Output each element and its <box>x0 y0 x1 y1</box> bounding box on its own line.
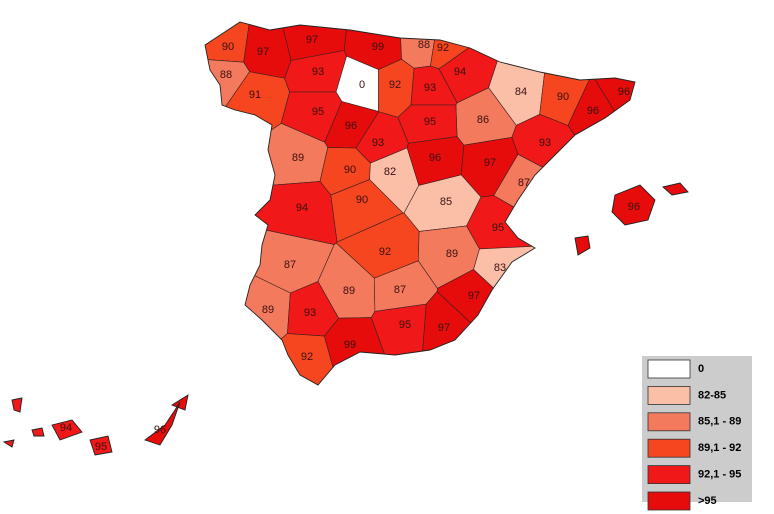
province-label: 93 <box>372 137 384 149</box>
province <box>473 244 661 444</box>
province-label: 85 <box>440 196 452 208</box>
province-label: 83 <box>494 262 506 274</box>
coastline <box>31 427 45 437</box>
province-label: 89 <box>292 152 304 164</box>
legend-label: 89,1 - 92 <box>698 442 741 454</box>
province <box>4 22 253 63</box>
province-label: 96 <box>154 424 166 436</box>
province <box>150 181 338 245</box>
province-label: 88 <box>418 39 430 51</box>
coastline <box>51 419 83 441</box>
province-label: 93 <box>312 66 324 78</box>
province-label: 94 <box>454 66 466 78</box>
province-label: 89 <box>446 248 458 260</box>
legend-swatch <box>647 438 691 458</box>
province-label: 87 <box>284 259 296 271</box>
province-label: 96 <box>628 201 640 213</box>
province-label: 95 <box>399 319 411 331</box>
province-label: 89 <box>262 304 274 316</box>
province <box>80 213 291 384</box>
province-label: 93 <box>304 307 316 319</box>
legend: 0 82-85 85,1 - 89 89,1 - 92 92,1 - 95 >95 <box>647 359 741 511</box>
province-label: 86 <box>477 114 489 126</box>
province <box>466 195 571 250</box>
province-label: 92 <box>379 246 391 258</box>
province-label: 97 <box>468 290 480 302</box>
province-label: 95 <box>95 441 107 453</box>
legend-swatch <box>647 465 691 485</box>
province-label: 89 <box>343 285 355 297</box>
province-label: 94 <box>296 202 308 214</box>
province-label: 97 <box>306 34 318 46</box>
province-label: 96 <box>429 152 441 164</box>
province <box>243 22 292 79</box>
province-label: 92 <box>389 79 401 91</box>
province <box>585 22 688 150</box>
province-label: 0 <box>359 79 365 91</box>
province-label: 97 <box>257 46 269 58</box>
province-label: 95 <box>492 222 504 234</box>
province <box>178 122 329 194</box>
province-label: 97 <box>484 157 496 169</box>
coastline <box>611 184 656 226</box>
coastline <box>662 182 689 196</box>
province-label: 90 <box>222 41 234 53</box>
province-label: 99 <box>344 339 356 351</box>
province <box>415 291 676 455</box>
province-label: 82 <box>384 166 396 178</box>
legend-label: 92,1 - 95 <box>698 469 741 481</box>
province-label: 93 <box>539 137 551 149</box>
province-label: 90 <box>344 164 356 176</box>
province-label: 92 <box>437 42 449 54</box>
legend-swatch <box>647 412 691 432</box>
legend-label: 0 <box>698 363 704 375</box>
province-label: 94 <box>60 422 72 434</box>
coastline <box>11 397 23 413</box>
province-label: 88 <box>220 69 232 81</box>
province-label: 96 <box>618 86 630 98</box>
legend-label: 82-85 <box>698 389 726 401</box>
province-label: 90 <box>356 194 368 206</box>
province-label: 96 <box>345 120 357 132</box>
province-label: 87 <box>394 284 406 296</box>
legend-label: 85,1 - 89 <box>698 416 741 428</box>
province-label: 87 <box>518 177 530 189</box>
province-label: 97 <box>438 322 450 334</box>
province <box>4 44 250 223</box>
legend-label: >95 <box>698 495 717 507</box>
province <box>4 184 117 455</box>
province-labels: 90 97 97 99 88 92 88 91 93 0 92 93 94 84 90 96 96 93 86 95 9… <box>60 34 640 453</box>
coastline <box>89 435 113 456</box>
coastline <box>204 21 636 386</box>
coastline <box>144 401 181 446</box>
province-label: 99 <box>372 41 384 53</box>
coastline <box>574 235 591 256</box>
province-label: 84 <box>515 86 527 98</box>
legend-swatch <box>647 491 691 511</box>
legend-swatch <box>647 359 691 379</box>
coastline <box>170 394 189 411</box>
province-label: 93 <box>424 82 436 94</box>
province-label: 92 <box>301 351 313 363</box>
province-label: 95 <box>312 106 324 118</box>
coastline <box>2 439 15 448</box>
province-label: 90 <box>557 91 569 103</box>
province-label: 96 <box>587 105 599 117</box>
province-label: 95 <box>424 116 436 128</box>
legend-swatch <box>647 385 691 405</box>
province-label: 91 <box>249 89 261 101</box>
